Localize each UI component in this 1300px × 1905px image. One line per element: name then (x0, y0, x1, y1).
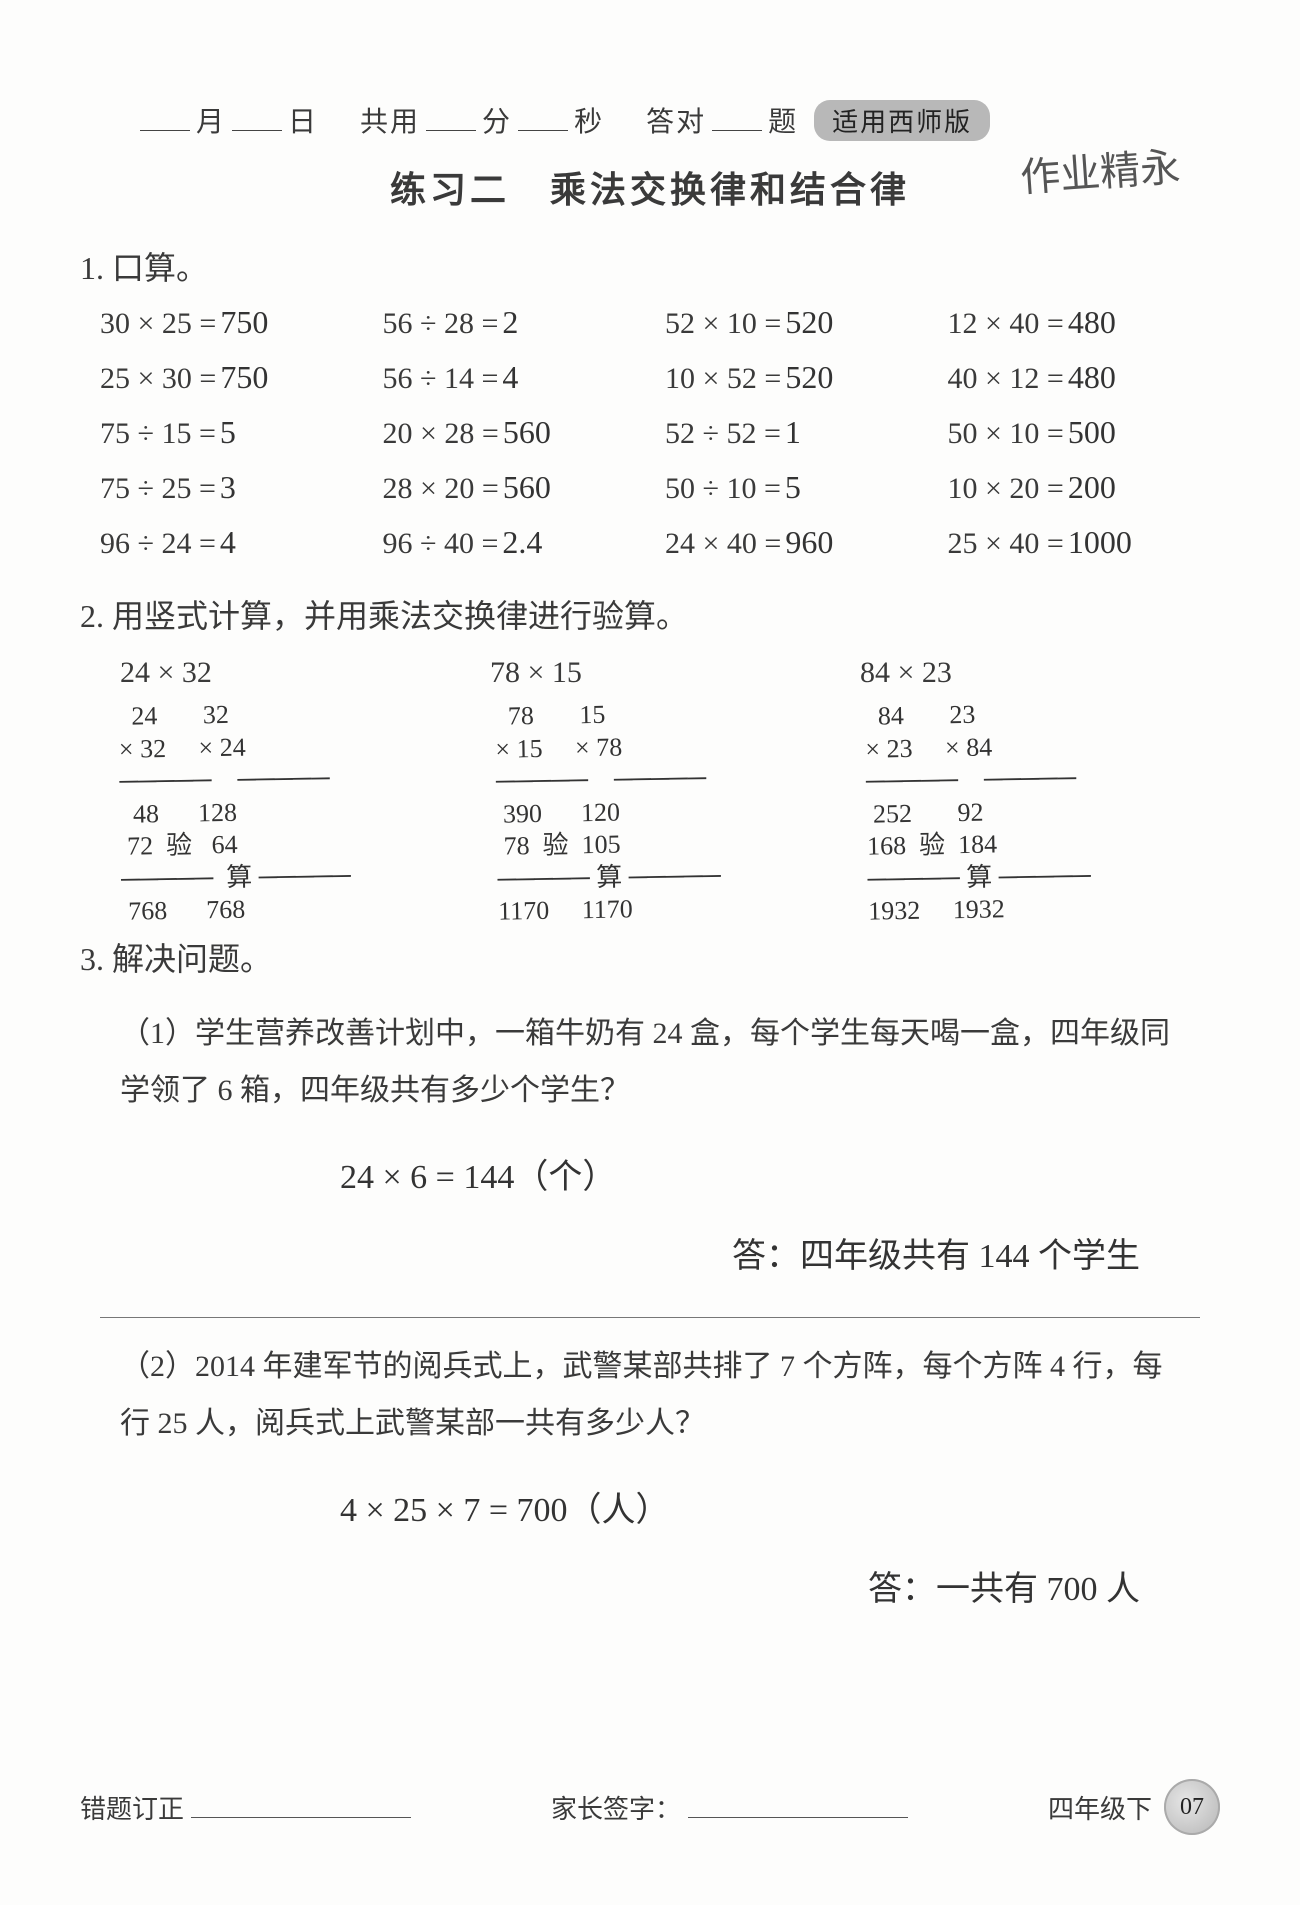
hand-answer: 750 (220, 304, 268, 341)
q1-item: 52 × 10 =520 (665, 304, 938, 341)
blank-min[interactable] (426, 106, 476, 131)
q2-vertical-calc: 78 15 × 15 × 78 ───── ───── 390 120 78 验… (488, 696, 812, 929)
label-used: 共用 (360, 100, 420, 140)
stamp-text: 作业精永 (1018, 134, 1182, 203)
hand-answer: 960 (785, 524, 833, 561)
q1-item: 10 × 52 =520 (665, 359, 938, 396)
q1-item: 40 × 12 =480 (948, 359, 1221, 396)
hand-answer: 500 (1068, 414, 1116, 451)
q1-item: 25 × 40 =1000 (948, 524, 1221, 561)
page-number-badge: 07 (1164, 1779, 1220, 1835)
label-min: 分 (482, 100, 512, 140)
hand-answer: 2.4 (502, 524, 542, 561)
q1-item: 75 ÷ 25 =3 (100, 469, 373, 506)
grade-label: 四年级下 (1048, 1789, 1152, 1826)
q1-item: 28 × 20 =560 (383, 469, 656, 506)
q1-item: 96 ÷ 24 =4 (100, 524, 373, 561)
label-day: 日 (288, 100, 318, 140)
q2-vertical-calc: 84 23 × 23 × 84 ───── ───── 252 92 168 验… (858, 696, 1182, 929)
q1-item: 25 × 30 =750 (100, 359, 373, 396)
hand-answer: 560 (503, 414, 551, 451)
q3-heading: 3. 解决问题。 (80, 934, 1220, 985)
q2-expression: 84 × 23 (860, 656, 1180, 690)
hand-answer: 750 (220, 359, 268, 396)
hand-answer: 1 (785, 414, 801, 451)
q3-p2-answer: 答：一共有 700 人 (80, 1561, 1140, 1610)
q1-item: 50 × 10 =500 (948, 414, 1221, 451)
q2-expression: 24 × 32 (120, 656, 440, 690)
hand-answer: 2 (502, 304, 518, 341)
blank-correct[interactable] (712, 106, 762, 131)
q2-block: 24 × 32 24 32 × 32 × 24 ───── ───── 48 1… (120, 656, 440, 926)
hand-answer: 5 (220, 414, 236, 451)
label-item: 题 (768, 100, 798, 140)
q2-block: 84 × 23 84 23 × 23 × 84 ───── ───── 252 … (860, 656, 1180, 926)
divider (100, 1317, 1200, 1318)
label-month: 月 (196, 100, 226, 140)
hand-answer: 560 (503, 469, 551, 506)
hand-answer: 3 (220, 469, 236, 506)
label-sec: 秒 (574, 100, 604, 140)
q3-p2-text: （2）2014 年建军节的阅兵式上，武警某部共排了 7 个方阵，每个方阵 4 行… (120, 1338, 1180, 1452)
q1-item: 24 × 40 =960 (665, 524, 938, 561)
q1-item: 50 ÷ 10 =5 (665, 469, 938, 506)
q1-item: 56 ÷ 28 =2 (383, 304, 656, 341)
blank-month[interactable] (140, 106, 190, 131)
hand-answer: 520 (785, 304, 833, 341)
worksheet-page: 月 日 共用 分 秒 答对 题 适用西师版 练习二 乘法交换律和结合律 作业精永… (0, 0, 1300, 1905)
q3-p1-text: （1）学生营养改善计划中，一箱牛奶有 24 盒，每个学生每天喝一盒，四年级同学领… (120, 1005, 1180, 1119)
q1-item: 75 ÷ 15 =5 (100, 414, 373, 451)
blank-sec[interactable] (518, 106, 568, 131)
q3-p1-work: 24 × 6 = 144（个） (340, 1149, 1220, 1198)
q2-row: 24 × 32 24 32 × 32 × 24 ───── ───── 48 1… (120, 656, 1180, 926)
footer-correction: 错题订正 (80, 1789, 411, 1826)
hand-answer: 5 (785, 469, 801, 506)
hand-answer: 1000 (1068, 524, 1132, 561)
hand-answer: 520 (785, 359, 833, 396)
hand-answer: 200 (1068, 469, 1116, 506)
hand-answer: 480 (1068, 304, 1116, 341)
hand-answer: 4 (220, 524, 236, 561)
blank-sign[interactable] (688, 1797, 908, 1818)
q2-expression: 78 × 15 (490, 656, 810, 690)
q1-item: 20 × 28 =560 (383, 414, 656, 451)
q1-heading: 1. 口算。 (80, 243, 1220, 294)
blank-day[interactable] (232, 106, 282, 131)
footer: 错题订正 家长签字： 四年级下 07 (80, 1779, 1220, 1835)
q1-grid: 30 × 25 =750 56 ÷ 28 =2 52 × 10 =520 12 … (100, 304, 1220, 561)
q3-p1-answer: 答：四年级共有 144 个学生 (80, 1228, 1140, 1277)
q1-item: 56 ÷ 14 =4 (383, 359, 656, 396)
blank-correction[interactable] (191, 1797, 411, 1818)
footer-sign: 家长签字： (551, 1789, 908, 1826)
q3-p2-work: 4 × 25 × 7 = 700（人） (340, 1482, 1220, 1531)
q1-item: 52 ÷ 52 =1 (665, 414, 938, 451)
label-correct: 答对 (646, 100, 706, 140)
header-line: 月 日 共用 分 秒 答对 题 适用西师版 (140, 100, 1220, 141)
q1-item: 30 × 25 =750 (100, 304, 373, 341)
q2-vertical-calc: 24 32 × 32 × 24 ───── ───── 48 128 72 验 … (118, 696, 442, 929)
q2-heading: 2. 用竖式计算，并用乘法交换律进行验算。 (80, 591, 1220, 642)
footer-right: 四年级下 07 (1048, 1779, 1220, 1835)
q2-block: 78 × 15 78 15 × 15 × 78 ───── ───── 390 … (490, 656, 810, 926)
q1-item: 12 × 40 =480 (948, 304, 1221, 341)
hand-answer: 480 (1068, 359, 1116, 396)
q1-item: 10 × 20 =200 (948, 469, 1221, 506)
q1-item: 96 ÷ 40 =2.4 (383, 524, 656, 561)
hand-answer: 4 (502, 359, 518, 396)
edition-badge: 适用西师版 (814, 100, 990, 141)
